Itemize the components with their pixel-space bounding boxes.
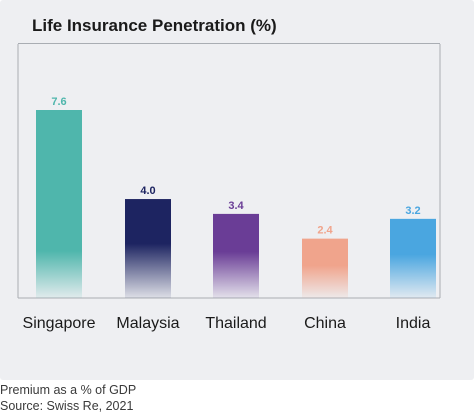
category-label-singapore: Singapore — [23, 315, 96, 332]
footnote-units: Premium as a % of GDP — [0, 383, 137, 397]
value-label-malaysia: 4.0 — [140, 185, 155, 197]
value-label-india: 3.2 — [405, 205, 420, 217]
bar-chart: 7.6 Singapore 4.0 Malaysia 3.4 Thailand 2.4 Chi… — [17, 44, 441, 332]
value-label-china: 2.4 — [317, 225, 333, 237]
category-label-china: China — [304, 315, 346, 332]
title-divider — [18, 43, 440, 44]
bar-thailand — [213, 213, 259, 298]
bar-china — [302, 238, 348, 298]
bar-singapore — [36, 110, 82, 298]
footnote-source: Source: Swiss Re, 2021 — [0, 399, 134, 413]
bar-malaysia — [125, 199, 171, 298]
category-label-india: India — [396, 315, 431, 332]
category-label-malaysia: Malaysia — [116, 315, 179, 332]
value-label-thailand: 3.4 — [228, 200, 244, 212]
value-label-singapore: 7.6 — [51, 96, 66, 108]
bar-india — [390, 218, 436, 298]
chart-title: Life Insurance Penetration (%) — [32, 16, 277, 35]
category-label-thailand: Thailand — [205, 315, 266, 332]
